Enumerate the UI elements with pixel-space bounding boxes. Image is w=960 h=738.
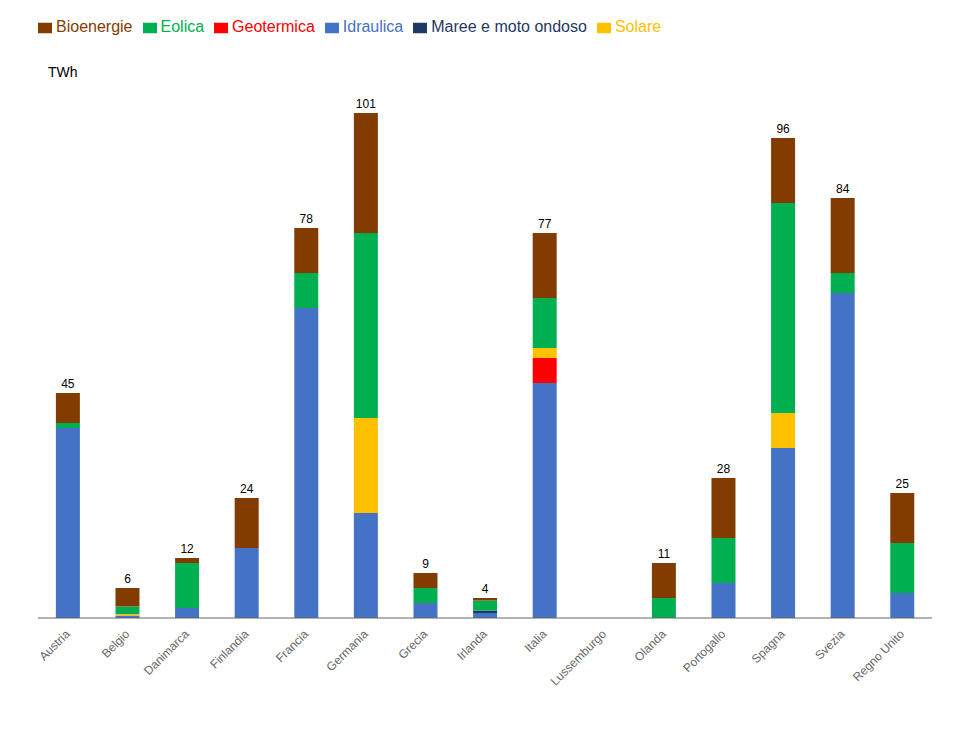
- svg-text:Belgio: Belgio: [99, 627, 133, 661]
- svg-text:45: 45: [61, 377, 75, 391]
- svg-text:4: 4: [482, 582, 489, 596]
- svg-text:Svezia: Svezia: [812, 627, 848, 663]
- svg-text:96: 96: [776, 122, 790, 136]
- svg-text:Austria: Austria: [36, 627, 73, 664]
- svg-text:28: 28: [717, 462, 731, 476]
- svg-text:77: 77: [538, 217, 552, 231]
- svg-text:12: 12: [180, 542, 194, 556]
- svg-text:Finlandia: Finlandia: [207, 627, 252, 672]
- svg-text:Germania: Germania: [324, 627, 371, 674]
- svg-text:Grecia: Grecia: [395, 627, 430, 662]
- html-text:Geotermica: Geotermica: [232, 18, 315, 35]
- svg-text:84: 84: [836, 182, 850, 196]
- svg-text:Italia: Italia: [522, 627, 550, 655]
- svg-text:Spagna: Spagna: [749, 627, 788, 666]
- svg-text:6: 6: [124, 572, 131, 586]
- svg-text:Lussemburgo: Lussemburgo: [548, 627, 610, 689]
- svg-text:Irlanda: Irlanda: [454, 627, 490, 663]
- html-text:Eolica: Eolica: [160, 18, 205, 35]
- svg-text:78: 78: [300, 212, 314, 226]
- html-text:Bioenergie: Bioenergie: [56, 18, 133, 35]
- html-text:Idraulica: Idraulica: [342, 18, 404, 35]
- svg-text:Francia: Francia: [273, 627, 311, 665]
- html-text:TWh: TWh: [48, 64, 78, 80]
- svg-text:11: 11: [658, 547, 671, 561]
- svg-text:Portogallo: Portogallo: [680, 627, 728, 675]
- svg-text:Olanda: Olanda: [631, 627, 668, 664]
- svg-text:24: 24: [240, 482, 254, 496]
- svg-text:9: 9: [422, 557, 429, 571]
- svg-text:Danimarca: Danimarca: [141, 627, 192, 678]
- svg-text:Regno Unito: Regno Unito: [850, 627, 907, 684]
- svg-text:25: 25: [896, 477, 910, 491]
- html-text:Solare: Solare: [614, 18, 662, 35]
- html-text:Maree e moto ondoso: Maree e moto ondoso: [431, 18, 587, 35]
- svg-text:101: 101: [356, 97, 376, 111]
